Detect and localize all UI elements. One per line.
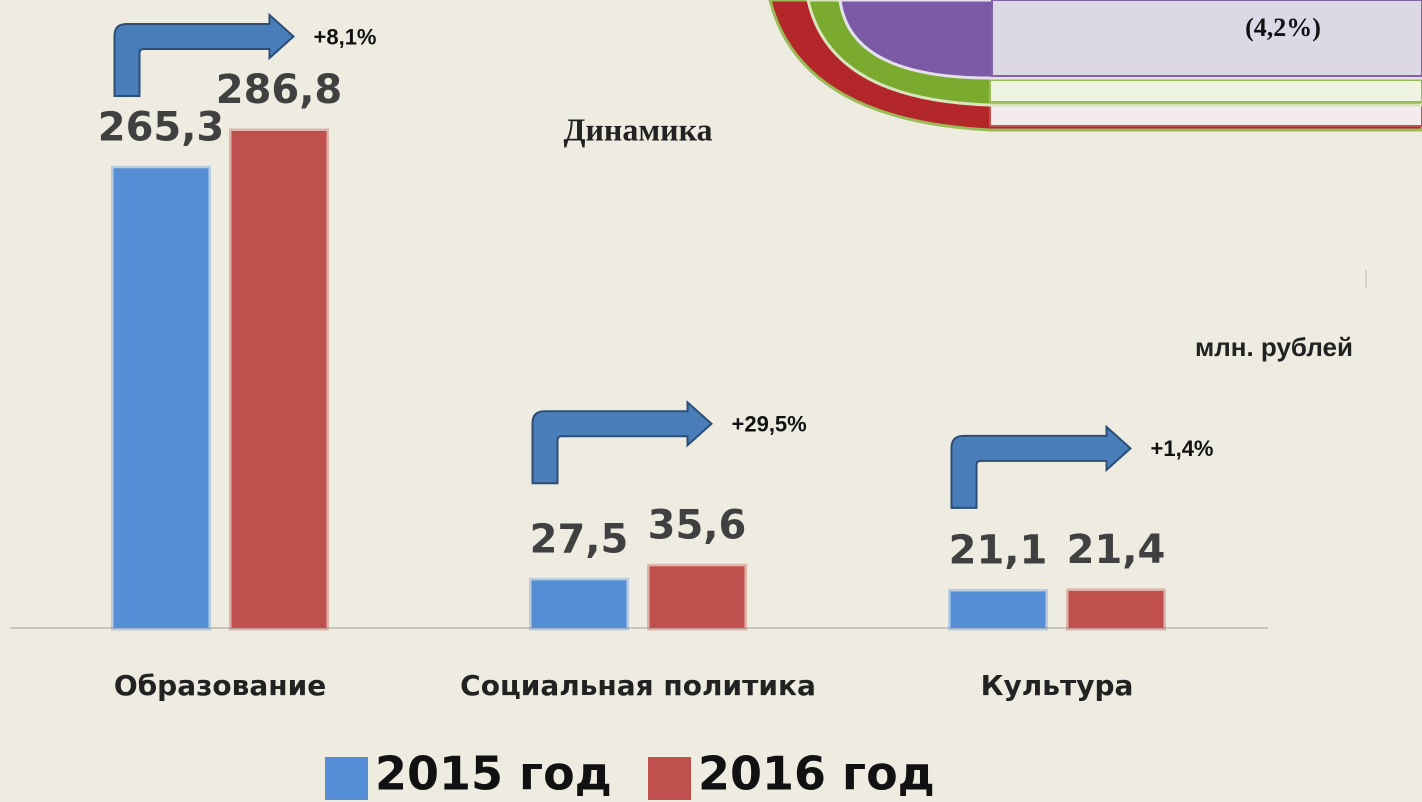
value-label: 21,1 <box>949 527 1048 573</box>
red-strip <box>990 104 1422 126</box>
legend-swatch <box>325 757 368 800</box>
x-tick-label: Образование <box>114 669 326 702</box>
value-label: 265,3 <box>98 104 225 150</box>
purple-box <box>992 0 1422 76</box>
growth-label: +1,4% <box>1151 436 1214 461</box>
value-label: 35,6 <box>648 502 747 548</box>
value-label: 286,8 <box>216 67 343 113</box>
unit-label: млн. рублей <box>1195 332 1353 362</box>
bar <box>650 566 745 628</box>
bar <box>532 580 627 628</box>
bar <box>951 591 1046 628</box>
chart-title: Динамика <box>563 111 712 147</box>
x-tick-label: Социальная политика <box>460 669 816 702</box>
slide: (4,2%) Динамика млн. рублей Образование 2… <box>0 0 1422 802</box>
bar <box>232 131 327 628</box>
growth-label: +29,5% <box>732 412 807 437</box>
bar <box>1069 591 1164 628</box>
header-fragment: (4,2%) <box>1245 13 1321 42</box>
legend-swatch <box>648 757 691 800</box>
value-label: 27,5 <box>530 516 629 562</box>
green-strip <box>990 80 1422 102</box>
value-label: 21,4 <box>1067 527 1166 573</box>
growth-label: +8,1% <box>314 24 377 49</box>
legend-label: 2015 год <box>375 747 612 801</box>
legend-label: 2016 год <box>698 747 935 801</box>
x-tick-label: Культура <box>981 669 1134 702</box>
bar <box>114 168 209 628</box>
